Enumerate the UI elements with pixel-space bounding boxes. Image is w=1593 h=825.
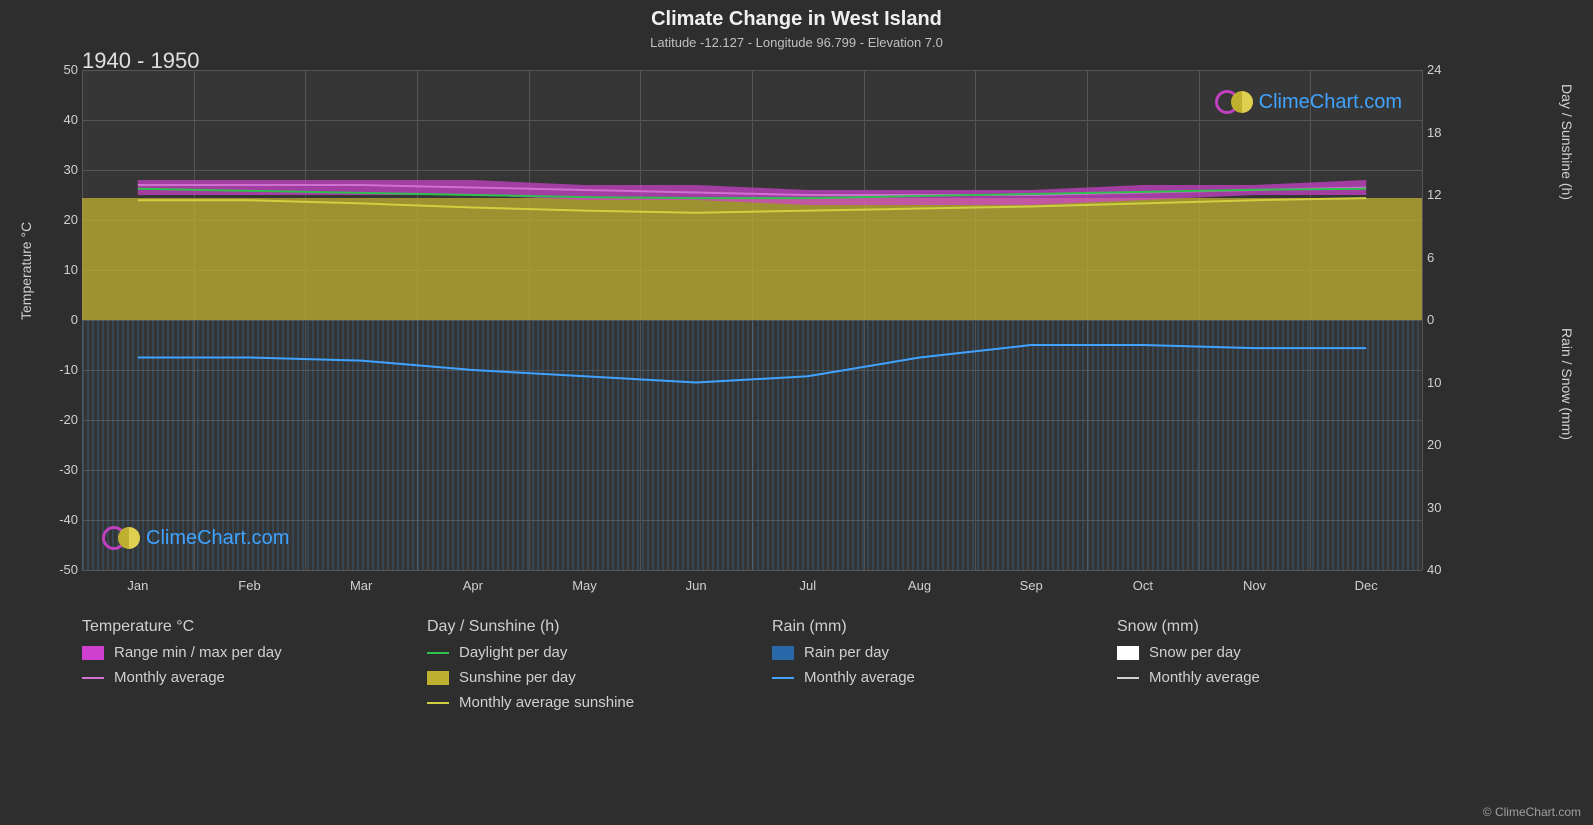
watermark-text: ClimeChart.com [1259,91,1402,114]
legend-item: Monthly average [82,669,387,686]
legend-item: Monthly average [1117,669,1422,686]
legend-item: Monthly average sunshine [427,694,732,711]
y-tick-left: -50 [52,562,78,577]
month-label: Dec [1351,578,1381,593]
legend-label: Sunshine per day [459,669,576,686]
legend-swatch [772,677,794,679]
month-label: Apr [458,578,488,593]
legend-swatch [427,702,449,704]
month-label: Oct [1128,578,1158,593]
watermark-bottom-left: ClimeChart.com [102,526,289,550]
y-axis-right-bottom-label: Rain / Snow (mm) [1559,328,1575,440]
y-tick-right-top: 18 [1427,125,1453,140]
legend-swatch [1117,677,1139,679]
y-tick-left: 50 [52,62,78,77]
legend-item: Rain per day [772,644,1077,661]
legend-column: Snow (mm) Snow per day Monthly average [1117,618,1422,719]
y-tick-right-bottom: 40 [1427,562,1453,577]
legend-swatch [1117,646,1139,660]
chart-legend: Temperature °C Range min / max per day Mon… [82,618,1422,719]
y-tick-right-top: 6 [1427,250,1453,265]
legend-item: Monthly average [772,669,1077,686]
legend-header: Rain (mm) [772,618,1077,636]
legend-column: Day / Sunshine (h) Daylight per day Sunshi… [427,618,732,719]
watermark-text: ClimeChart.com [146,527,289,550]
legend-label: Range min / max per day [114,644,282,661]
y-tick-left: 10 [52,262,78,277]
legend-swatch [427,652,449,654]
legend-label: Snow per day [1149,644,1241,661]
y-axis-right-top-label: Day / Sunshine (h) [1559,84,1575,200]
month-label: May [570,578,600,593]
legend-label: Rain per day [804,644,889,661]
copyright-text: © ClimeChart.com [1483,805,1581,819]
legend-header: Snow (mm) [1117,618,1422,636]
month-label: Sep [1016,578,1046,593]
logo-sun-icon [118,527,140,549]
legend-label: Daylight per day [459,644,567,661]
month-label: Jun [681,578,711,593]
legend-column: Temperature °C Range min / max per day Mon… [82,618,387,719]
chart-plot-area: ClimeChart.com ClimeChart.com [82,70,1422,570]
legend-item: Daylight per day [427,644,732,661]
legend-item: Sunshine per day [427,669,732,686]
y-tick-left: 0 [52,312,78,327]
y-tick-left: -10 [52,362,78,377]
legend-item: Range min / max per day [82,644,387,661]
y-tick-right-top: 24 [1427,62,1453,77]
month-label: Feb [235,578,265,593]
y-tick-right-top: 12 [1427,187,1453,202]
legend-swatch [82,677,104,679]
y-tick-left: -40 [52,512,78,527]
y-tick-left: 40 [52,112,78,127]
legend-swatch [82,646,104,660]
y-tick-left: 30 [52,162,78,177]
legend-item: Snow per day [1117,644,1422,661]
rain-monthly-avg-line [138,345,1366,383]
legend-swatch [427,671,449,685]
legend-label: Monthly average sunshine [459,694,634,711]
y-tick-left: -20 [52,412,78,427]
grid-line-v [1422,70,1423,570]
legend-header: Temperature °C [82,618,387,636]
y-tick-right-top: 0 [1427,312,1453,327]
watermark-top-right: ClimeChart.com [1215,90,1402,114]
month-label: Aug [905,578,935,593]
legend-label: Monthly average [1149,669,1260,686]
y-axis-left-label: Temperature °C [18,222,34,320]
legend-column: Rain (mm) Rain per day Monthly average [772,618,1077,719]
y-tick-right-bottom: 30 [1427,500,1453,515]
legend-label: Monthly average [114,669,225,686]
chart-lines-svg [82,70,1422,570]
grid-line-h [82,570,1422,571]
y-tick-left: -30 [52,462,78,477]
month-label: Mar [346,578,376,593]
month-label: Jul [793,578,823,593]
chart-subtitle: Latitude -12.127 - Longitude 96.799 - El… [0,31,1593,50]
chart-title: Climate Change in West Island [0,0,1593,31]
y-tick-right-bottom: 20 [1427,437,1453,452]
month-label: Nov [1240,578,1270,593]
month-label: Jan [123,578,153,593]
legend-header: Day / Sunshine (h) [427,618,732,636]
y-tick-right-bottom: 10 [1427,375,1453,390]
legend-label: Monthly average [804,669,915,686]
logo-sun-icon [1231,91,1253,113]
y-tick-left: 20 [52,212,78,227]
legend-swatch [772,646,794,660]
